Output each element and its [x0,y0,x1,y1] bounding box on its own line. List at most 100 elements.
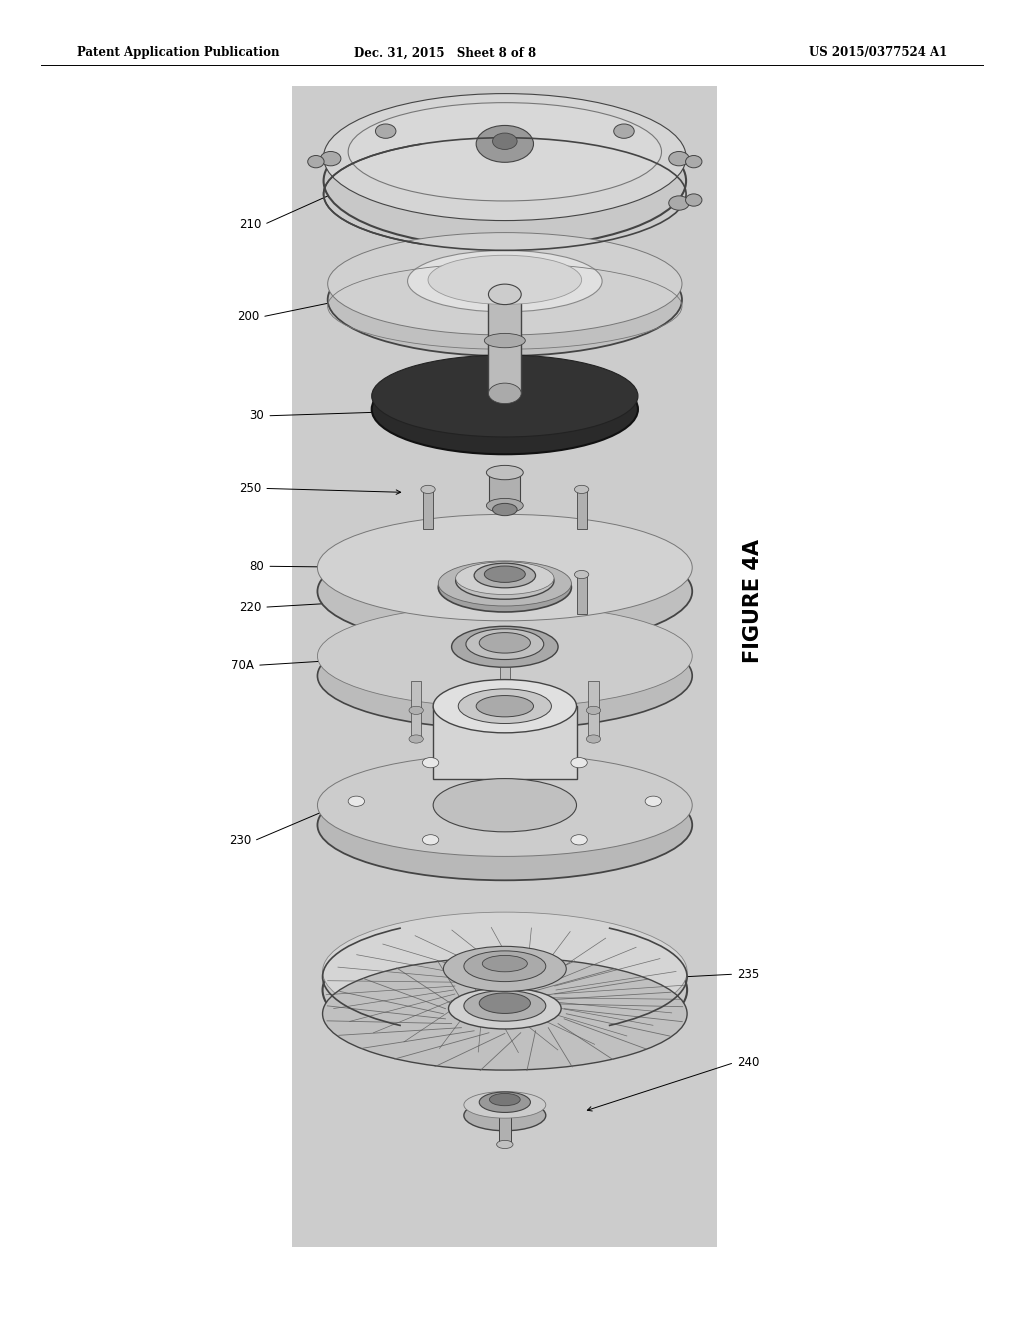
Ellipse shape [324,94,686,220]
Ellipse shape [571,758,588,768]
Ellipse shape [497,1140,513,1148]
Ellipse shape [372,355,638,437]
Ellipse shape [409,735,423,743]
Ellipse shape [486,499,523,512]
Text: 250: 250 [239,482,261,495]
Ellipse shape [476,125,534,162]
Ellipse shape [464,950,546,982]
Ellipse shape [308,156,325,168]
Ellipse shape [428,255,582,305]
Ellipse shape [488,383,521,404]
Ellipse shape [474,564,536,587]
Text: Dec. 31, 2015   Sheet 8 of 8: Dec. 31, 2015 Sheet 8 of 8 [354,46,537,59]
Ellipse shape [484,334,525,347]
Ellipse shape [421,486,435,494]
Bar [500,725,510,754]
Ellipse shape [372,364,638,454]
Bar [577,574,587,614]
Ellipse shape [433,680,577,733]
Ellipse shape [466,628,544,660]
Bar [489,473,520,506]
Bar [589,681,599,710]
Ellipse shape [422,834,438,845]
Ellipse shape [449,987,561,1030]
Ellipse shape [479,1092,530,1113]
Ellipse shape [482,956,527,972]
Bar [577,490,587,529]
Text: 30: 30 [250,409,264,422]
Ellipse shape [328,232,682,335]
Text: Patent Application Publication: Patent Application Publication [77,46,280,59]
Ellipse shape [488,284,521,305]
Ellipse shape [456,562,554,599]
Ellipse shape [348,796,365,807]
Ellipse shape [324,115,686,247]
Ellipse shape [348,103,662,201]
Ellipse shape [498,692,512,700]
Ellipse shape [645,796,662,807]
Ellipse shape [685,194,701,206]
Bar [500,667,510,696]
Ellipse shape [456,562,554,594]
Ellipse shape [574,570,589,578]
Ellipse shape [571,834,588,845]
Text: 70A: 70A [231,659,254,672]
Bar [433,706,577,779]
Ellipse shape [464,1100,546,1131]
Ellipse shape [669,195,689,210]
Ellipse shape [489,1093,520,1106]
Ellipse shape [587,735,601,743]
Text: 80: 80 [250,560,264,573]
Ellipse shape [587,706,601,714]
Ellipse shape [493,503,517,516]
Ellipse shape [484,566,525,582]
Ellipse shape [317,515,692,620]
Ellipse shape [323,912,687,1031]
Ellipse shape [317,605,692,708]
Text: 240: 240 [737,1056,760,1069]
Text: FIGURE 4A: FIGURE 4A [742,539,763,663]
Text: 235: 235 [737,968,760,981]
Text: 200: 200 [237,310,259,323]
Bar [589,710,599,739]
Ellipse shape [574,486,589,494]
Ellipse shape [479,993,530,1014]
Ellipse shape [443,946,566,991]
Text: 230: 230 [228,834,251,847]
Bar [488,294,521,393]
Ellipse shape [613,124,634,139]
Ellipse shape [438,562,571,612]
Ellipse shape [438,561,571,606]
Ellipse shape [376,124,396,139]
Ellipse shape [669,152,689,166]
Ellipse shape [433,779,577,832]
Ellipse shape [423,758,439,768]
Bar [411,710,421,739]
Ellipse shape [479,632,530,653]
Ellipse shape [452,626,558,668]
Ellipse shape [317,623,692,729]
Ellipse shape [476,696,534,717]
Ellipse shape [685,156,701,168]
Bar [423,490,433,529]
Bar [292,86,717,1247]
Text: 220: 220 [239,601,261,614]
Ellipse shape [321,152,341,166]
Ellipse shape [408,251,602,312]
Ellipse shape [317,770,692,880]
Ellipse shape [317,754,692,857]
Bar [499,1115,511,1144]
Ellipse shape [464,1092,546,1118]
Ellipse shape [323,957,687,1071]
Ellipse shape [464,990,546,1022]
Ellipse shape [498,750,512,758]
Ellipse shape [493,133,517,149]
Ellipse shape [459,689,551,723]
Text: 210: 210 [239,218,261,231]
Ellipse shape [323,927,687,1053]
Text: US 2015/0377524 A1: US 2015/0377524 A1 [809,46,947,59]
Ellipse shape [486,466,523,479]
Ellipse shape [328,243,682,356]
Ellipse shape [317,535,692,648]
Bar [411,681,421,710]
